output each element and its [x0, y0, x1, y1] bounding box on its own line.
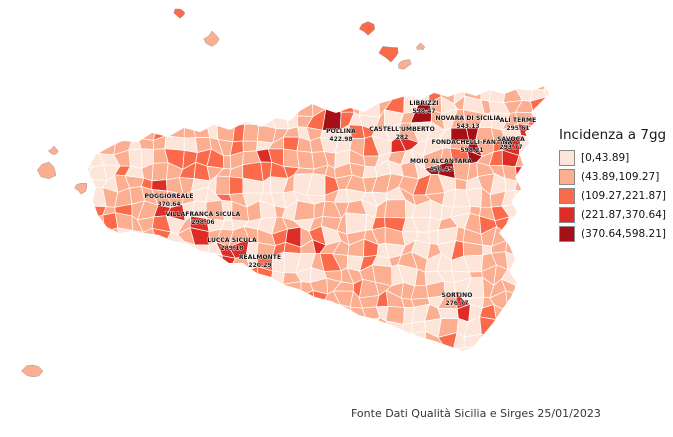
municipality-label-name: MOIO ALCANTARA [410, 158, 472, 165]
legend-title: Incidenza a 7gg [559, 127, 667, 143]
municipality-label-name: FONDACHELLI-FANTINA [432, 139, 513, 146]
municipality-label-value: 298.06 [191, 219, 214, 226]
legend-items: [0,43.89] (43.89,109.27] (109.27,221.87] (2… [557, 149, 673, 242]
legend-item: (109.27,221.87] [559, 187, 673, 204]
municipality-label-value: 450.45 [429, 166, 452, 173]
legend-item: (221.87,370.64] [559, 206, 673, 223]
municipality-label-value: 422.98 [329, 136, 352, 143]
municipality-label-name: ALÌ TERME [500, 116, 537, 124]
municipality-label-name: POLLINA [326, 128, 356, 135]
minor-island [358, 21, 376, 36]
legend-swatch [559, 149, 575, 166]
municipality-label-name: CASTELL'UMBERTO [369, 126, 435, 133]
source-caption: Fonte Dati Qualità Sicilia e Sirges 25/0… [351, 407, 601, 420]
minor-island [21, 364, 44, 378]
municipality-label-name: NOVARA DI SICILIA [435, 115, 500, 122]
minor-island [36, 161, 57, 180]
municipality-label-name: VILLAFRANCA SICULA [166, 211, 241, 218]
legend-swatch [559, 206, 575, 223]
legend-item: (370.64,598.21] [559, 225, 673, 242]
legend-swatch [559, 187, 575, 204]
legend: Incidenza a 7gg [0,43.89] (43.89,109.27] (… [557, 127, 673, 245]
municipality-label-name: SAVOCA [497, 136, 525, 143]
minor-island [47, 145, 59, 155]
municipality-label-value: 293.77 [499, 144, 522, 151]
municipality-label-name: SORTINO [442, 292, 473, 299]
minor-islands [21, 8, 426, 378]
municipality-labels: POLLINA422.98CASTELL'UMBERTO282LIBRIZZI5… [144, 100, 537, 308]
legend-label: (43.89,109.27] [581, 170, 660, 183]
municipality-label-value: 543.13 [456, 123, 479, 130]
municipality-label-name: REALMONTE [239, 254, 281, 261]
minor-island [74, 183, 88, 195]
minor-island [173, 8, 186, 19]
municipality-label-value: 289.18 [220, 245, 243, 252]
municipality-label-name: LIBRIZZI [409, 100, 438, 107]
legend-label: (109.27,221.87] [581, 189, 667, 202]
municipality-label-value: 295.61 [506, 125, 529, 132]
municipality-label-name: POGGIOREALE [144, 193, 193, 200]
legend-label: [0,43.89] [581, 151, 630, 164]
legend-label: (221.87,370.64] [581, 208, 667, 221]
municipality-label-value: 220.29 [248, 262, 271, 269]
municipality-label-value: 370.64 [157, 201, 180, 208]
legend-swatch [559, 168, 575, 185]
minor-island [378, 46, 399, 63]
municipality-label-name: LUCCA SICULA [207, 237, 257, 244]
legend-item: [0,43.89] [559, 149, 673, 166]
legend-swatch [559, 225, 575, 242]
minor-island [416, 42, 426, 50]
municipality-label-value: 598.47 [412, 108, 435, 115]
legend-item: (43.89,109.27] [559, 168, 673, 185]
municipality-label-value: 276.77 [445, 300, 468, 307]
municipality-label-value: 282 [396, 134, 409, 141]
legend-label: (370.64,598.21] [581, 227, 667, 240]
municipality-label-value: 598.21 [460, 147, 483, 154]
minor-island [398, 59, 412, 70]
minor-island [203, 30, 220, 47]
